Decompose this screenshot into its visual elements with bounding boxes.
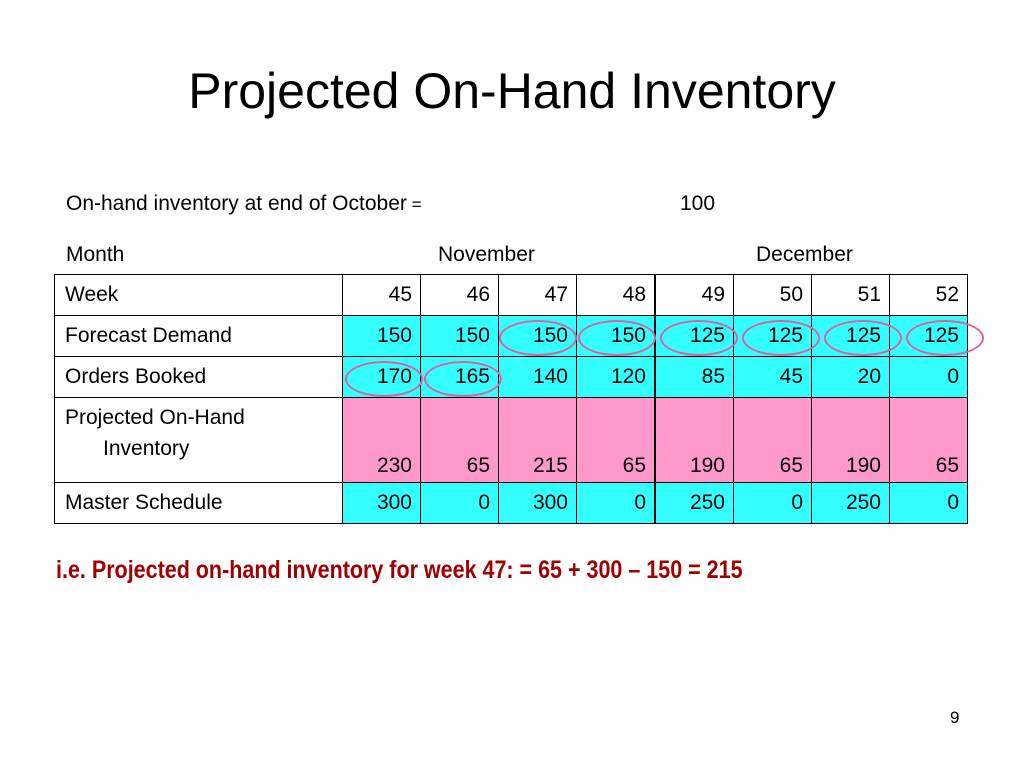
cell: 125 [733,315,812,357]
cell: 125 [811,315,890,357]
cell: 250 [811,482,890,524]
cell: 190 [811,397,890,483]
cell: 52 [889,274,968,316]
cell: 65 [733,397,812,483]
cell: 250 [654,482,734,524]
cell: 20 [811,356,890,398]
slide-title: Projected On-Hand Inventory [188,63,836,119]
row-label: Master Schedule [54,482,343,524]
cell: 140 [498,356,577,398]
month-december: December [756,243,853,266]
row-label: Forecast Demand [54,315,343,357]
cell: 150 [576,315,656,357]
cell: 125 [654,315,734,357]
cell: 45 [342,274,421,316]
month-label: Month [66,243,125,266]
cell: 0 [576,482,656,524]
cell: 46 [420,274,499,316]
table-row-projected-on-hand: Projected On-Hand Inventory 230 65 215 65… [54,397,968,483]
cell: 150 [420,315,499,357]
table-row-week: Week 45 46 47 48 49 50 51 52 [54,274,968,316]
cell: 47 [498,274,577,316]
cell: 65 [889,397,968,483]
cell: 50 [733,274,812,316]
cell: 125 [889,315,968,357]
cell: 65 [420,397,499,483]
row-label: Week [54,274,343,316]
page-number: 9 [950,708,960,727]
cell: 48 [576,274,656,316]
mps-table: Week 45 46 47 48 49 50 51 52 Forecast De… [54,274,968,524]
cell: 300 [498,482,577,524]
onhand-equals: = [406,195,422,214]
row-label: Orders Booked [54,356,343,398]
row-label-line2: Inventory [103,437,190,460]
onhand-label: On-hand inventory at end of October = [66,192,422,216]
cell: 85 [654,356,734,398]
cell: 51 [811,274,890,316]
footnote-calculation: i.e. Projected on-hand inventory for wee… [56,556,743,584]
cell: 65 [576,397,656,483]
cell: 0 [733,482,812,524]
table-row-orders-booked: Orders Booked 170 165 140 120 85 45 20 0 [54,356,968,398]
table-row-forecast-demand: Forecast Demand 150 150 150 150 125 125 … [54,315,968,357]
cell: 0 [420,482,499,524]
onhand-value: 100 [680,192,716,215]
row-label-line1: Projected On-Hand [65,406,245,429]
cell: 150 [342,315,421,357]
cell: 300 [342,482,421,524]
row-label: Projected On-Hand Inventory [54,397,343,483]
cell: 230 [342,397,421,483]
table-row-master-schedule: Master Schedule 300 0 300 0 250 0 250 0 [54,482,968,524]
cell: 0 [889,482,968,524]
cell: 170 [342,356,421,398]
cell: 190 [654,397,734,483]
cell: 45 [733,356,812,398]
cell: 120 [576,356,656,398]
cell: 150 [498,315,577,357]
cell: 0 [889,356,968,398]
cell: 215 [498,397,577,483]
cell: 49 [654,274,734,316]
onhand-label-text: On-hand inventory at end of October [66,192,407,215]
cell: 165 [420,356,499,398]
month-november: November [438,243,535,266]
